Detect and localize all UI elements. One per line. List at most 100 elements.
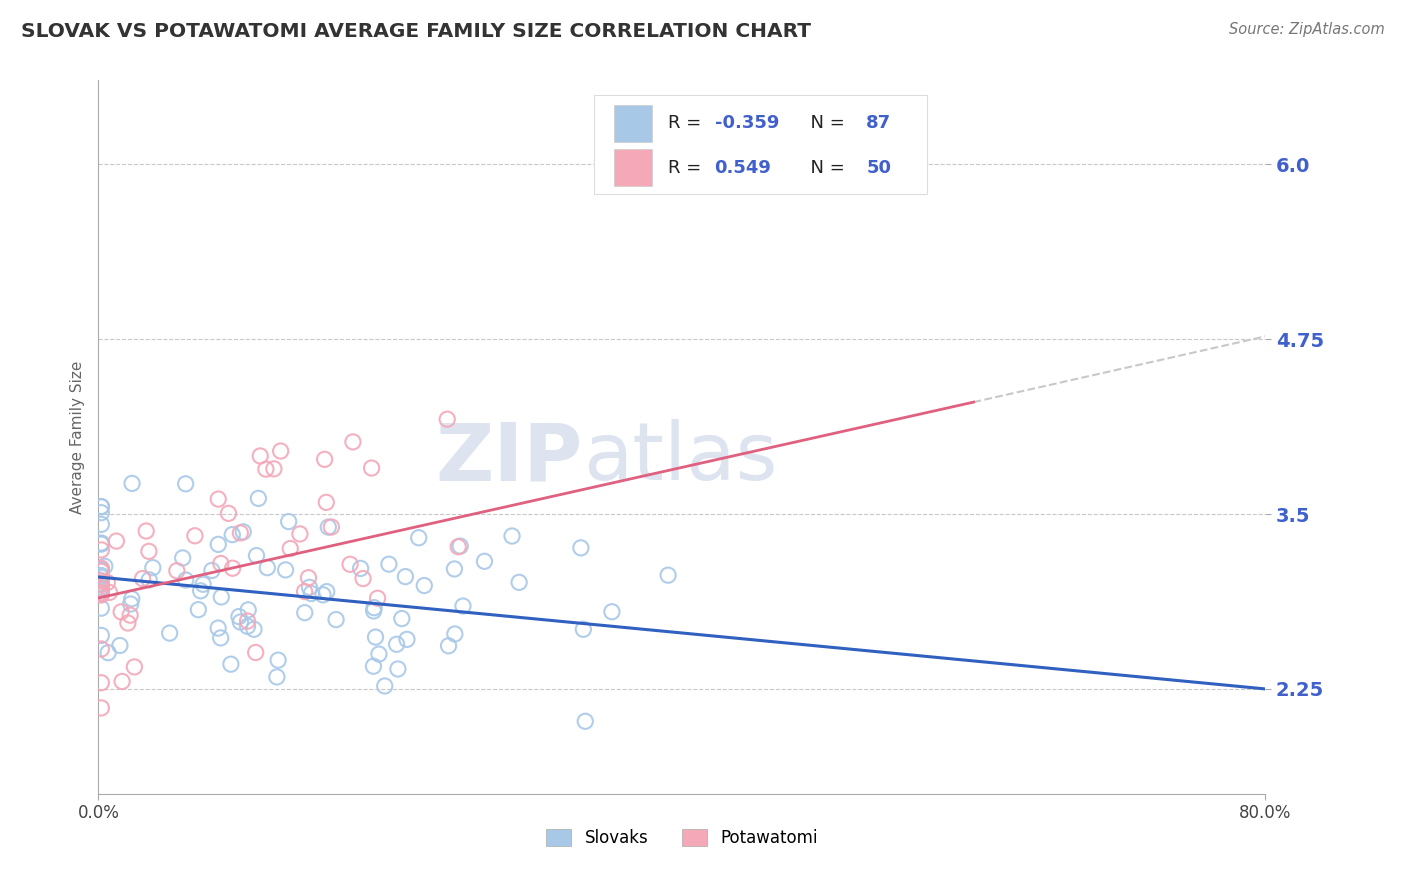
Point — [363, 600, 385, 615]
Point — [449, 539, 471, 553]
Point — [90, 506, 112, 520]
Point — [294, 584, 316, 599]
Point — [297, 571, 319, 585]
Point — [569, 541, 592, 555]
Point — [274, 563, 297, 577]
Point — [374, 679, 396, 693]
Point — [657, 568, 679, 582]
Point — [236, 619, 259, 633]
Text: N =: N = — [799, 159, 851, 177]
Point — [190, 583, 212, 598]
Point — [508, 575, 530, 590]
Point — [174, 476, 197, 491]
Point — [221, 527, 243, 541]
Point — [90, 574, 112, 588]
Point — [90, 536, 112, 550]
Point — [120, 597, 142, 611]
Point — [90, 588, 112, 602]
Point — [131, 572, 153, 586]
Point — [318, 520, 340, 534]
Point — [90, 578, 112, 592]
Point — [121, 591, 143, 606]
Point — [238, 603, 260, 617]
Point — [294, 606, 316, 620]
Point — [245, 645, 267, 659]
FancyBboxPatch shape — [614, 104, 651, 142]
Point — [218, 507, 240, 521]
Point — [437, 639, 460, 653]
Text: ZIP: ZIP — [436, 419, 582, 498]
Point — [117, 615, 139, 630]
Point — [90, 542, 112, 557]
Point — [90, 675, 112, 690]
Point — [121, 476, 143, 491]
Point — [90, 576, 112, 591]
Legend: Slovaks, Potawatomi: Slovaks, Potawatomi — [540, 822, 824, 854]
Point — [408, 531, 430, 545]
Point — [110, 605, 132, 619]
Text: N =: N = — [799, 114, 851, 132]
Point — [236, 614, 259, 628]
Point — [254, 462, 277, 476]
Point — [232, 524, 254, 539]
Point — [124, 660, 146, 674]
Point — [111, 674, 134, 689]
Point — [159, 626, 181, 640]
Point — [267, 653, 290, 667]
Point — [315, 584, 337, 599]
Point — [209, 557, 232, 571]
Point — [436, 412, 458, 426]
FancyBboxPatch shape — [595, 95, 927, 194]
Point — [413, 578, 436, 592]
Text: 50: 50 — [866, 159, 891, 177]
Point — [266, 670, 288, 684]
Point — [105, 534, 128, 549]
Text: 87: 87 — [866, 114, 891, 132]
Point — [501, 529, 523, 543]
Text: 0.549: 0.549 — [714, 159, 772, 177]
Point — [90, 537, 112, 551]
Point — [221, 561, 243, 575]
Point — [574, 714, 596, 729]
Point — [349, 561, 371, 575]
Point — [249, 449, 271, 463]
Point — [444, 627, 467, 641]
Text: -0.359: -0.359 — [714, 114, 779, 132]
Point — [209, 631, 232, 645]
Point — [245, 549, 267, 563]
Point — [207, 621, 229, 635]
Point — [256, 560, 278, 574]
Point — [451, 599, 474, 613]
Point — [166, 564, 188, 578]
Point — [270, 444, 292, 458]
Point — [299, 586, 322, 600]
Point — [142, 560, 165, 574]
Point — [108, 639, 131, 653]
Point — [90, 570, 112, 584]
Point — [90, 628, 112, 642]
Point — [391, 611, 413, 625]
Point — [339, 558, 361, 572]
Point — [229, 615, 252, 629]
Point — [90, 500, 112, 514]
Point — [135, 524, 157, 538]
Point — [138, 573, 160, 587]
Point — [342, 434, 364, 449]
Point — [90, 500, 112, 514]
Point — [207, 492, 229, 507]
Point — [394, 569, 416, 583]
Y-axis label: Average Family Size: Average Family Size — [69, 360, 84, 514]
Point — [243, 622, 266, 636]
Point — [120, 608, 142, 623]
Point — [600, 605, 623, 619]
Point — [90, 642, 112, 657]
Point — [363, 604, 385, 618]
Point — [378, 557, 401, 571]
Point — [572, 623, 595, 637]
Point — [387, 662, 409, 676]
Point — [298, 580, 321, 594]
Point — [90, 582, 112, 596]
Point — [443, 562, 465, 576]
Point — [90, 536, 112, 550]
Text: R =: R = — [668, 114, 707, 132]
